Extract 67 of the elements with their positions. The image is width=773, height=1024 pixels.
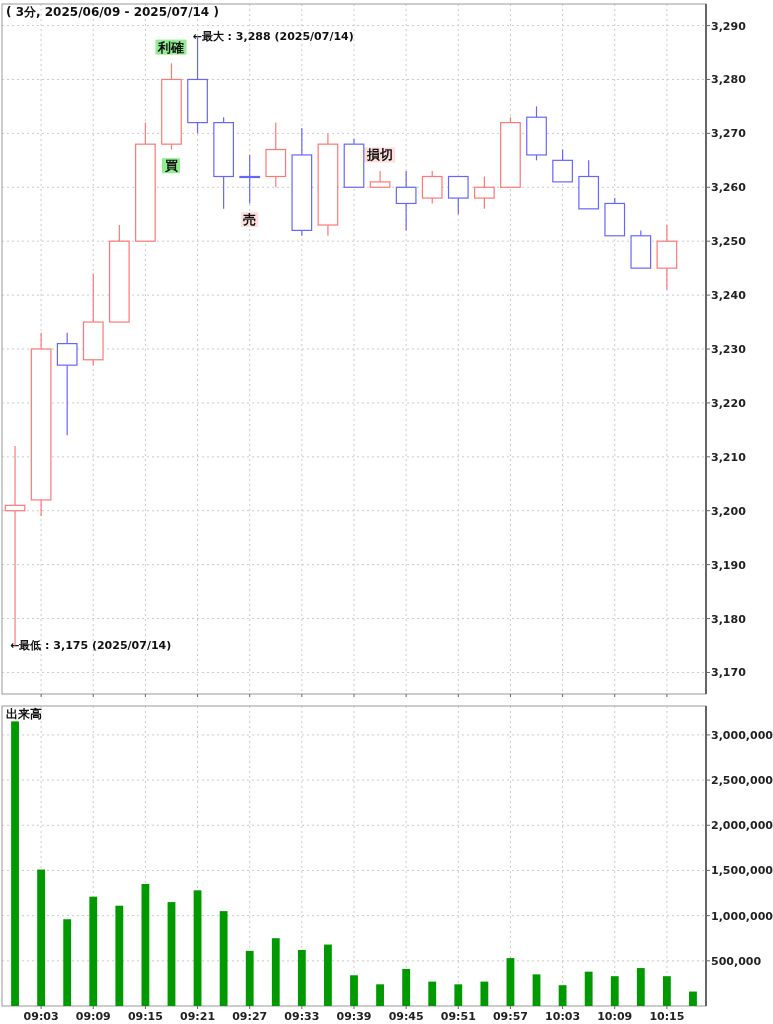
y-tick-label: 3,260 (711, 181, 747, 195)
bar (193, 890, 202, 1006)
y-tick-label: 2,500,000 (711, 774, 773, 788)
y-tick-label: 3,230 (711, 343, 747, 356)
x-tick-label: 09:15 (127, 1010, 163, 1023)
bar (428, 981, 437, 1006)
bar (689, 991, 697, 1006)
bar (454, 984, 463, 1006)
annotation: 損切 (366, 147, 394, 163)
x-tick-label: 09:57 (492, 1010, 528, 1023)
y-tick-label: 3,220 (711, 396, 747, 410)
bar (324, 944, 332, 1006)
bar (532, 974, 541, 1006)
bar (167, 902, 176, 1006)
bar (297, 949, 306, 1006)
x-tick-label: 09:09 (75, 1010, 111, 1023)
bar (11, 721, 19, 1006)
y-tick-label: 3,000,000 (711, 728, 773, 742)
x-tick-label: 09:33 (284, 1010, 320, 1023)
y-tick-label: 3,200 (711, 504, 747, 518)
bar (63, 919, 72, 1006)
bar (558, 985, 567, 1006)
bar (271, 938, 280, 1006)
y-tick-label: 1,000,000 (711, 909, 773, 923)
bar (584, 971, 593, 1006)
annotation: ←最低 : 3,175 (2025/07/14) (10, 639, 172, 653)
y-tick-label: 3,240 (711, 289, 747, 303)
bar (37, 869, 46, 1006)
bar (506, 958, 515, 1006)
y-tick-label: 3,250 (711, 235, 747, 249)
y-tick-label: 3,290 (711, 19, 747, 33)
annotation: 利確 (157, 39, 185, 55)
y-tick-label: 3,180 (711, 612, 747, 626)
x-tick-label: 09:27 (232, 1010, 268, 1023)
y-tick-label: 3,270 (711, 127, 747, 141)
y-tick-label: 1,500,000 (711, 864, 773, 878)
bar (662, 976, 671, 1006)
chart-title: ( 3分, 2025/06/09 - 2025/07/14 ) (6, 5, 219, 19)
x-tick-label: 10:09 (597, 1010, 633, 1023)
y-tick-label: 2,000,000 (711, 819, 773, 833)
x-tick-label: 10:15 (649, 1010, 685, 1023)
x-tick-label: 09:03 (23, 1010, 59, 1023)
bar (610, 976, 619, 1006)
bar (480, 981, 489, 1006)
bar (636, 968, 645, 1006)
x-tick-label: 09:39 (336, 1010, 372, 1023)
bar (245, 950, 254, 1006)
bar (376, 984, 384, 1006)
y-tick-label: 3,190 (711, 558, 747, 572)
annotation: ←最大 : 3,288 (2025/07/14) (192, 30, 354, 44)
chart-title: 出来高 (6, 707, 42, 721)
bar (402, 968, 411, 1006)
bar (89, 896, 98, 1006)
bar (115, 905, 124, 1006)
annotation: 売 (243, 212, 257, 228)
y-tick-label: 3,280 (711, 73, 747, 87)
bar (350, 975, 358, 1006)
x-tick-label: 09:21 (180, 1010, 216, 1023)
bar (141, 884, 150, 1006)
bar (219, 911, 228, 1006)
y-tick-label: 500,000 (711, 954, 762, 968)
annotation: 買 (163, 158, 178, 174)
y-tick-label: 3,210 (711, 450, 747, 464)
x-tick-label: 09:45 (388, 1010, 424, 1023)
y-tick-label: 3,170 (711, 666, 747, 680)
x-tick-label: 09:51 (440, 1010, 476, 1023)
x-tick-label: 10:03 (545, 1010, 581, 1023)
